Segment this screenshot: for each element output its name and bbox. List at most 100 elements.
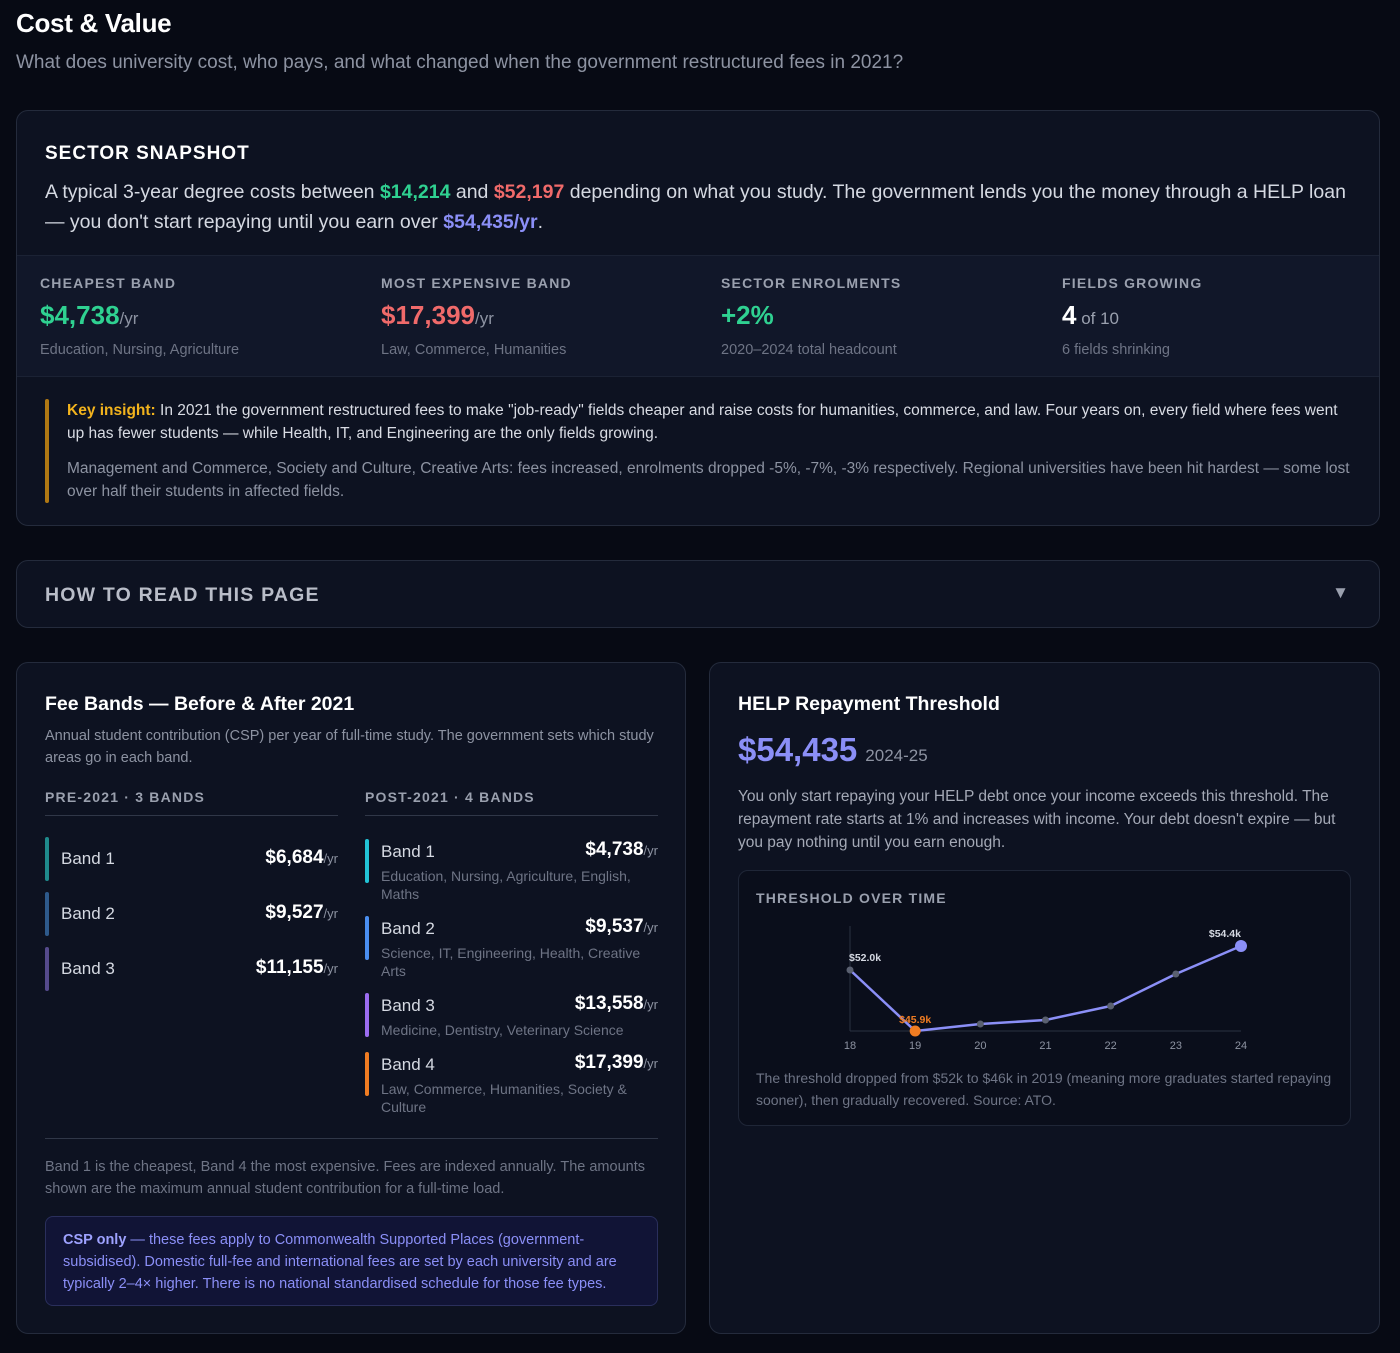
stat-note: 6 fields shrinking [1062,342,1170,358]
band-name: Band 3 [381,996,435,1015]
x-tick-label: 19 [909,1040,921,1052]
page-title: Cost & Value [16,8,172,38]
pre-2021-heading: PRE-2021 · 3 BANDS [45,789,338,816]
snapshot-summary: A typical 3-year degree costs between $1… [45,177,1355,237]
chevron-down-icon[interactable]: ▼ [1332,583,1349,602]
band-amount: $6,684 [265,847,324,868]
help-threshold-card: HELP Repayment Threshold $54,435 2024-25 … [709,662,1380,1334]
band-amount: $9,527 [265,902,324,923]
csp-label: CSP only [63,1232,127,1248]
summary-text: and [450,181,494,203]
data-point [1042,1016,1049,1024]
band-price: $9,537/yr [585,916,658,938]
summary-text: A typical 3-year degree costs between [45,181,380,203]
band-color-bar [365,916,369,960]
data-point [1172,970,1180,978]
stat-fields-growing: FIELDS GROWING 4 of 10 6 fields shrinkin… [1062,256,1379,378]
band-fields: Science, IT, Engineering, Health, Creati… [381,945,641,979]
insight-label: Key insight: [67,402,156,419]
stat-value: $4,738/yr [40,300,138,331]
band-name: Band 4 [381,1055,435,1074]
stats-strip: CHEAPEST BAND $4,738/yr Education, Nursi… [17,255,1379,378]
snapshot-heading: SECTOR SNAPSHOT [45,143,250,164]
band-fields: Medicine, Dentistry, Veterinary Science [381,1022,624,1038]
band-unit: /yr [323,961,338,976]
band-amount: $17,399 [574,1052,644,1073]
summary-threshold: $54,435/yr [443,211,538,233]
help-year: 2024-25 [865,746,928,765]
band-name: Band 1 [381,842,435,861]
band-unit: /yr [643,997,658,1012]
stat-label: CHEAPEST BAND [40,275,177,291]
pre-band-3: Band 3 $11,155/yr [45,947,338,991]
band-name: Band 2 [61,904,115,923]
band-amount: $11,155 [255,957,324,978]
how-to-read-label: HOW TO READ THIS PAGE [45,584,320,606]
insight-accent-bar [45,399,49,503]
post-2021-column: POST-2021 · 4 BANDS Band 1 $4,738/yr Edu… [365,789,658,1115]
help-title: HELP Repayment Threshold [738,693,1000,715]
band-amount: $4,738 [585,839,644,860]
stat-label: SECTOR ENROLMENTS [721,275,902,291]
pre-band-2: Band 2 $9,527/yr [45,892,338,936]
band-price: $9,527/yr [265,902,338,924]
stat-label: MOST EXPENSIVE BAND [381,275,572,291]
stat-number: $4,738 [40,300,120,330]
band-unit: /yr [643,920,658,935]
band-price: $4,738/yr [585,839,658,861]
post-band-4: Band 4 $17,399/yr Law, Commerce, Humanit… [365,1052,658,1115]
stat-value: 4 of 10 [1062,300,1119,331]
fee-bands-card: Fee Bands — Before & After 2021 Annual s… [16,662,686,1334]
chart-heading: THRESHOLD OVER TIME [756,890,947,906]
csp-notice: CSP only — these fees apply to Commonwea… [45,1216,658,1306]
data-point [1107,1002,1115,1010]
help-description: You only start repaying your HELP debt o… [738,788,1336,851]
post-band-2: Band 2 $9,537/yr Science, IT, Engineerin… [365,916,658,979]
threshold-line-chart: 18 $52.0k 19 $45.9k 20 21 22 23 24 $54.4k [844,926,1247,1052]
stat-number: $17,399 [381,300,475,330]
stat-note: Law, Commerce, Humanities [381,342,567,358]
stat-number: 4 [1062,300,1077,330]
band-unit: /yr [323,851,338,866]
pre-2021-column: PRE-2021 · 3 BANDS Band 1 $6,684/yr Band… [45,789,338,991]
post-2021-heading: POST-2021 · 4 BANDS [365,789,658,816]
band-name: Band 1 [61,849,115,868]
how-to-read-toggle[interactable]: HOW TO READ THIS PAGE ▼ [16,560,1380,628]
threshold-chart-panel: THRESHOLD OVER TIME 18 $52.0k 19 $45.9k 20 21… [738,870,1351,1126]
band-color-bar [365,993,369,1037]
band-fields: Education, Nursing, Agriculture, English… [381,868,631,902]
band-unit: /yr [643,1056,658,1071]
post-band-3: Band 3 $13,558/yr Medicine, Dentistry, V… [365,993,658,1041]
stat-unit: /yr [119,309,139,328]
summary-low-cost: $14,214 [379,181,451,203]
chart-caption: The threshold dropped from $52k to $46k … [756,1070,1332,1108]
divider [45,1138,658,1139]
insight-text: Key insight: In 2021 the government rest… [67,399,1357,445]
band-color-bar [365,839,369,883]
x-tick-label: 23 [1170,1040,1182,1052]
stat-note: Education, Nursing, Agriculture [40,342,240,358]
fee-bands-note: Band 1 is the cheapest, Band 4 the most … [45,1159,645,1197]
sector-snapshot-card: SECTOR SNAPSHOT A typical 3-year degree … [16,110,1380,526]
stat-sector-enrolments: SECTOR ENROLMENTS +2% 2020–2024 total he… [721,256,1041,378]
data-label: $54.4k [1209,928,1241,940]
csp-text: — these fees apply to Commonwealth Suppo… [63,1232,617,1292]
insight-body: In 2021 the government restructured fees… [67,402,1338,442]
band-amount: $9,537 [585,916,644,937]
band-price: $6,684/yr [265,847,338,869]
band-unit: /yr [643,843,658,858]
page-subtitle: What does university cost, who pays, and… [16,52,904,73]
key-insight-callout: Key insight: In 2021 the government rest… [45,399,1355,503]
data-point [846,966,854,974]
x-tick-label: 21 [1039,1040,1051,1052]
data-label: $45.9k [899,1014,931,1026]
data-point [976,1020,984,1028]
stat-unit: of 10 [1076,309,1120,328]
stat-value: $17,399/yr [381,300,494,331]
summary-text: depending on what you study. The governm… [45,181,1346,233]
pre-band-1: Band 1 $6,684/yr [45,837,338,881]
stat-cheapest-band: CHEAPEST BAND $4,738/yr Education, Nursi… [40,256,360,378]
stat-label: FIELDS GROWING [1062,275,1203,291]
band-amount: $13,558 [574,993,644,1014]
stat-unit: /yr [474,309,494,328]
